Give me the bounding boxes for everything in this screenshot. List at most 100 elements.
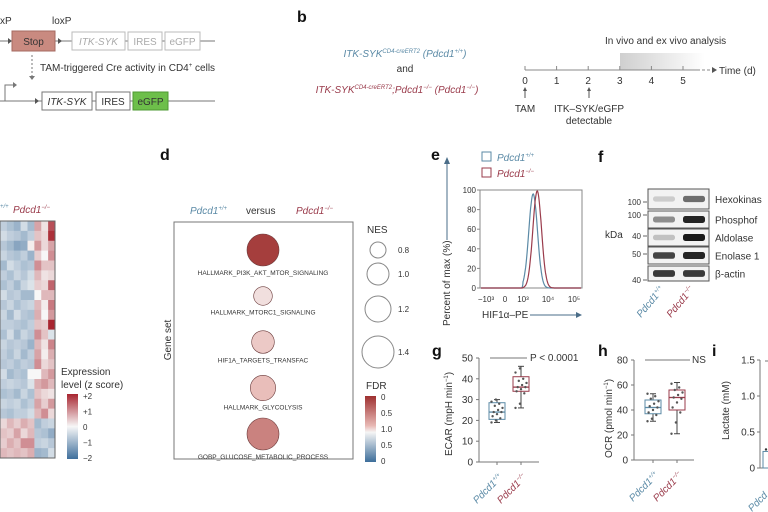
heatmap-cell (0, 408, 8, 419)
gene-set-label: HALLMARK_PI3K_AKT_MTOR_SIGNALING (198, 270, 329, 277)
protein-label: Hexokinas (715, 195, 762, 206)
heatmap-cell (20, 309, 28, 321)
heatmap-cell (20, 260, 28, 271)
data-point (649, 397, 652, 400)
blot-strip (647, 210, 710, 229)
data-point (670, 432, 673, 435)
panel-i-lactate: i Lactate (mM) 0 0.5 1.0 1.5 Pdcd (712, 343, 768, 512)
y-tick-label: 0 (749, 464, 755, 475)
heatmap-cell (48, 369, 56, 380)
heatmap-cell (13, 359, 21, 370)
nes-legend-tick: 1.4 (398, 348, 410, 357)
heatmap-cell (34, 319, 42, 330)
heatmap-cell (20, 290, 28, 301)
heatmap-cell (27, 388, 35, 400)
heatmap-cell (0, 339, 8, 350)
data-point (681, 391, 684, 394)
blot-strip (647, 228, 710, 247)
analysis-window (620, 53, 705, 70)
heatmap-cell (6, 260, 15, 271)
stop-box (11, 30, 56, 52)
arrow-up-icon (444, 157, 450, 164)
zscore-ticks: +2 +1 0 −1 −2 (83, 392, 93, 463)
gsea-circle (251, 330, 275, 354)
heatmap-cell (41, 388, 49, 400)
heatmap-cell (0, 448, 8, 459)
heatmap-cell (0, 359, 8, 370)
heatmap-cell (20, 230, 28, 242)
heatmap-cell (48, 270, 56, 281)
kda-tick: 40 (632, 232, 641, 241)
panel-g-ecar: g ECAR (mpH min−1) P < 0.0001 0 10 20 30 40 5… (432, 343, 579, 506)
heatmap-cell (0, 221, 8, 232)
heatmap-cell (20, 438, 28, 449)
heatmap-cell (0, 438, 8, 449)
kda-unit: kDa (605, 230, 623, 241)
heatmap-cell (41, 290, 49, 301)
loxp-label-2: loxP (52, 16, 72, 27)
heatmap-cell (20, 388, 28, 400)
histogram-xticks: −10³ 0 10³ 10⁴ 10⁵ (478, 295, 580, 304)
heatmap-cell (27, 250, 35, 261)
x-tick-label: 10⁵ (568, 295, 580, 304)
heatmap-cell (27, 319, 35, 330)
ires-box-inactive (127, 31, 163, 51)
heatmap-cell (34, 240, 42, 251)
nes-legend: 0.8 1.0 1.2 1.4 (361, 241, 410, 369)
gsea-plot-box (173, 221, 354, 460)
gene-set-label: HALLMARK_MTORC1_SIGNALING (211, 309, 316, 316)
heatmap-cell (0, 260, 8, 271)
data-point (670, 382, 673, 385)
heatmap-cell (13, 221, 21, 232)
heatmap-cell (48, 388, 56, 400)
ko-genotype: ITK-SYKCD4-creERT2;Pdcd1−/− (Pdcd1−/−) (316, 85, 479, 96)
heatmap-cell (13, 300, 21, 311)
heatmap-cell (20, 379, 28, 390)
heatmap-cell (20, 250, 28, 261)
histogram-curve (481, 190, 581, 289)
heatmap-cell (34, 309, 42, 321)
loxp-label-1: xP (0, 16, 12, 27)
heatmap-cell (6, 270, 15, 281)
wt-genotype: ITK-SYKCD4-creERT2 (Pdcd1+/+) (344, 49, 467, 60)
heatmap-cell (34, 270, 42, 281)
heatmap-cell (41, 339, 49, 350)
data-point (679, 411, 682, 414)
heatmap-cell (27, 309, 35, 321)
heatmap-border (0, 220, 56, 459)
protein-label: Aldolase (715, 234, 754, 245)
heatmap-cell (34, 339, 42, 350)
promoter-arrow-icon (0, 84, 14, 102)
data-point (656, 406, 659, 409)
zscore-tick: +2 (83, 392, 93, 401)
fdr-tick: 1.0 (381, 425, 393, 434)
loxp-triangle-icon (35, 98, 39, 104)
heatmap-cell (34, 329, 42, 340)
data-point (673, 388, 676, 392)
itk-syk-box-inactive (71, 31, 126, 51)
heatmap-cell (6, 359, 15, 370)
bar (762, 450, 768, 469)
data-point (517, 379, 520, 383)
heatmap-cell (20, 408, 28, 419)
ires-label: IRES (101, 97, 125, 108)
heatmap-cell (27, 369, 35, 380)
panel-b-timeline: b ITK-SYKCD4-creERT2 (Pdcd1+/+) and ITK-… (297, 9, 756, 127)
nes-legend-circle (361, 335, 395, 369)
x-tick-label: 0 (503, 295, 508, 304)
heatmap-cell (34, 438, 42, 449)
blot-band (653, 270, 675, 277)
panel-h-ocr: h OCR (pmol min−1) NS 020406080Pdcd1+/+P… (598, 343, 706, 504)
heatmap-cell (13, 260, 21, 271)
heatmap-cell (20, 300, 28, 311)
detect-label-2: detectable (566, 116, 613, 127)
y-tick-label: 30 (462, 395, 474, 406)
itk-syk-box (41, 91, 93, 111)
data-point (524, 385, 527, 389)
data-point (647, 411, 650, 414)
data-point (516, 385, 519, 389)
heatmap-cell (0, 270, 8, 281)
y-tick-label: 1.5 (741, 356, 755, 367)
heatmap-cell (41, 438, 49, 449)
heatmap-cell (0, 398, 8, 409)
